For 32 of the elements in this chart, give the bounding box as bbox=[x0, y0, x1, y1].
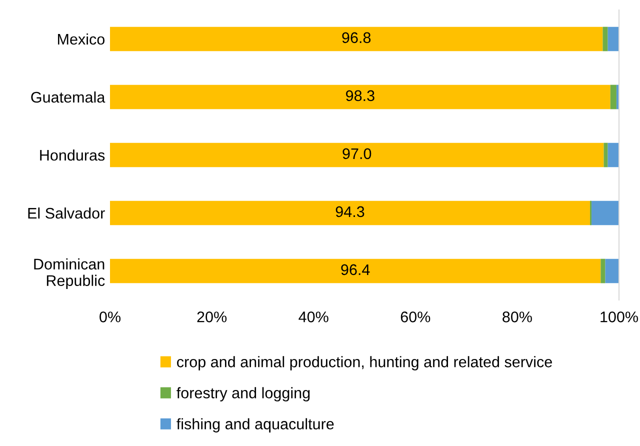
data-label: 98.3 bbox=[346, 90, 374, 102]
legend-label: crop and animal production, hunting and related service bbox=[177, 356, 552, 370]
data-label: 96.8 bbox=[342, 32, 371, 44]
x-tick-label: 100% bbox=[600, 312, 638, 322]
legend-label: fishing and aquaculture bbox=[176, 418, 334, 432]
x-tick-label: 20% bbox=[197, 312, 227, 322]
bar bbox=[602, 26, 608, 52]
bar bbox=[110, 200, 590, 226]
bar bbox=[110, 84, 610, 110]
y-tick-label: El Salvador bbox=[28, 207, 105, 219]
y-tick-label: Guatemala bbox=[31, 91, 106, 103]
data-label: 96.4 bbox=[341, 264, 370, 276]
bar bbox=[110, 142, 604, 168]
x-tick-label: 60% bbox=[400, 312, 430, 322]
data-label: 97.0 bbox=[342, 148, 372, 160]
bar bbox=[604, 142, 608, 168]
bar bbox=[610, 84, 616, 110]
y-tick-label: Mexico bbox=[58, 33, 104, 45]
bar bbox=[600, 258, 606, 284]
bar bbox=[608, 142, 619, 168]
bar bbox=[608, 26, 619, 52]
x-tick-label: 0% bbox=[100, 312, 120, 322]
legend-label: forestry and logging bbox=[176, 387, 310, 402]
bar bbox=[110, 258, 601, 284]
bar bbox=[605, 258, 619, 284]
data-label: 94.3 bbox=[336, 206, 364, 218]
y-tick-label: Honduras bbox=[40, 149, 105, 161]
x-tick-label: 40% bbox=[298, 312, 328, 322]
bar bbox=[110, 26, 603, 52]
y-tick-label: Dominican Republic bbox=[34, 258, 105, 290]
x-tick-label: 80% bbox=[502, 312, 532, 322]
bar bbox=[592, 200, 619, 226]
